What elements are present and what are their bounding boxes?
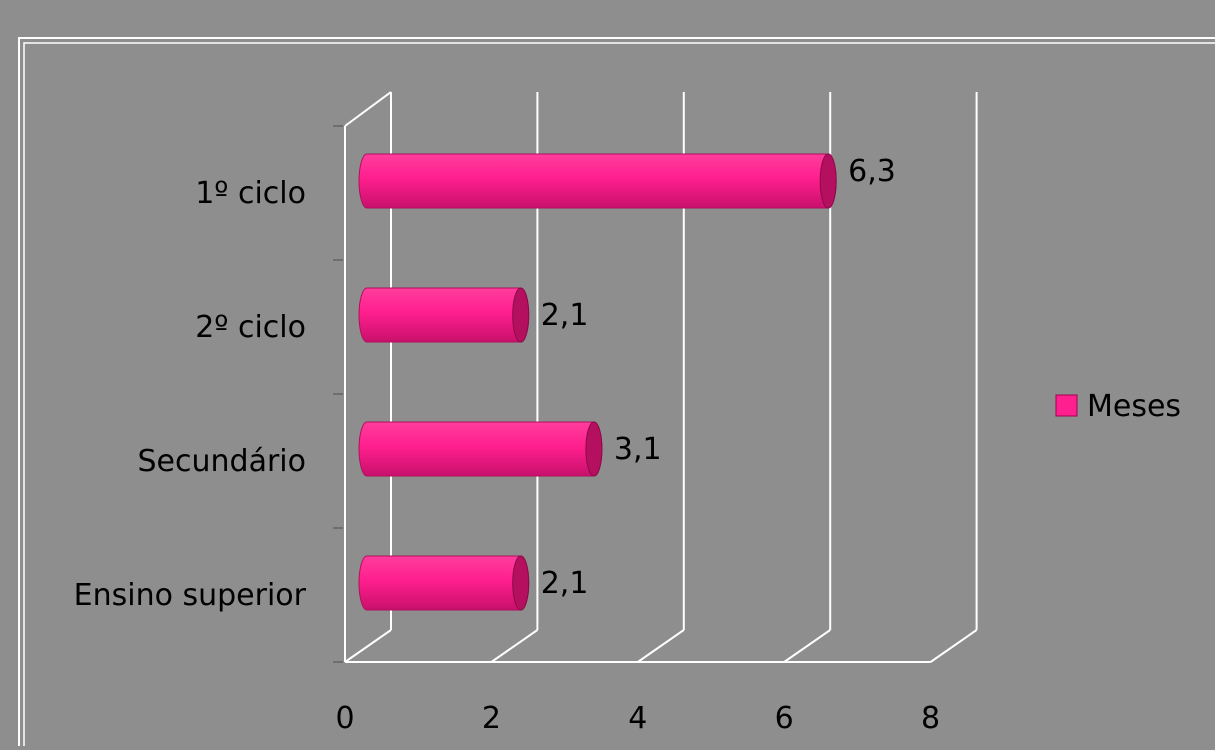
- gridline-floor: [490, 629, 538, 663]
- category-labels: 1º ciclo 2º ciclo Secundário Ensino superio…: [74, 176, 307, 613]
- data-label: 3,1: [614, 432, 662, 467]
- gridline-floor: [637, 629, 685, 663]
- data-label: 2,1: [541, 566, 589, 601]
- data-label: 6,3: [848, 154, 896, 189]
- bar-end-cap: [512, 287, 530, 343]
- category-label: Ensino superior: [74, 578, 307, 613]
- gridline-floor: [930, 629, 978, 663]
- category-label: 1º ciclo: [195, 176, 306, 211]
- x-tick-label: 6: [775, 701, 794, 736]
- axes: [333, 91, 931, 663]
- category-label: Secundário: [138, 444, 306, 479]
- x-tick-label: 2: [482, 701, 501, 736]
- data-labels: 6,3 2,1 3,1 2,1: [541, 154, 896, 601]
- x-tick-label: 0: [335, 701, 354, 736]
- bar-2: [358, 287, 530, 343]
- side-wall-top-edge: [344, 91, 392, 127]
- bar-end-cap: [819, 153, 837, 209]
- bar-1: [358, 153, 837, 209]
- legend-label-meses: Meses: [1087, 389, 1181, 424]
- bar-body: [358, 555, 530, 611]
- gridline-floor: [783, 629, 831, 663]
- bar-3: [358, 421, 603, 477]
- bar-4: [358, 555, 530, 611]
- bar-body: [358, 287, 530, 343]
- bar-body: [358, 153, 837, 209]
- bars: [358, 153, 837, 611]
- x-tick-labels: 0 2 4 6 8: [335, 701, 940, 736]
- chart-frame-inner: [23, 42, 1215, 750]
- gridline-floor: [344, 629, 392, 663]
- bar-end-cap: [512, 555, 530, 611]
- chart-frame-outer: [18, 37, 1215, 750]
- bar-body: [358, 421, 603, 477]
- legend: Meses: [1055, 389, 1181, 424]
- bar-end-cap: [585, 421, 603, 477]
- category-label: 2º ciclo: [195, 310, 306, 345]
- legend-swatch-meses: [1055, 394, 1078, 417]
- data-label: 2,1: [541, 298, 589, 333]
- x-tick-label: 4: [628, 701, 647, 736]
- x-tick-label: 8: [921, 701, 940, 736]
